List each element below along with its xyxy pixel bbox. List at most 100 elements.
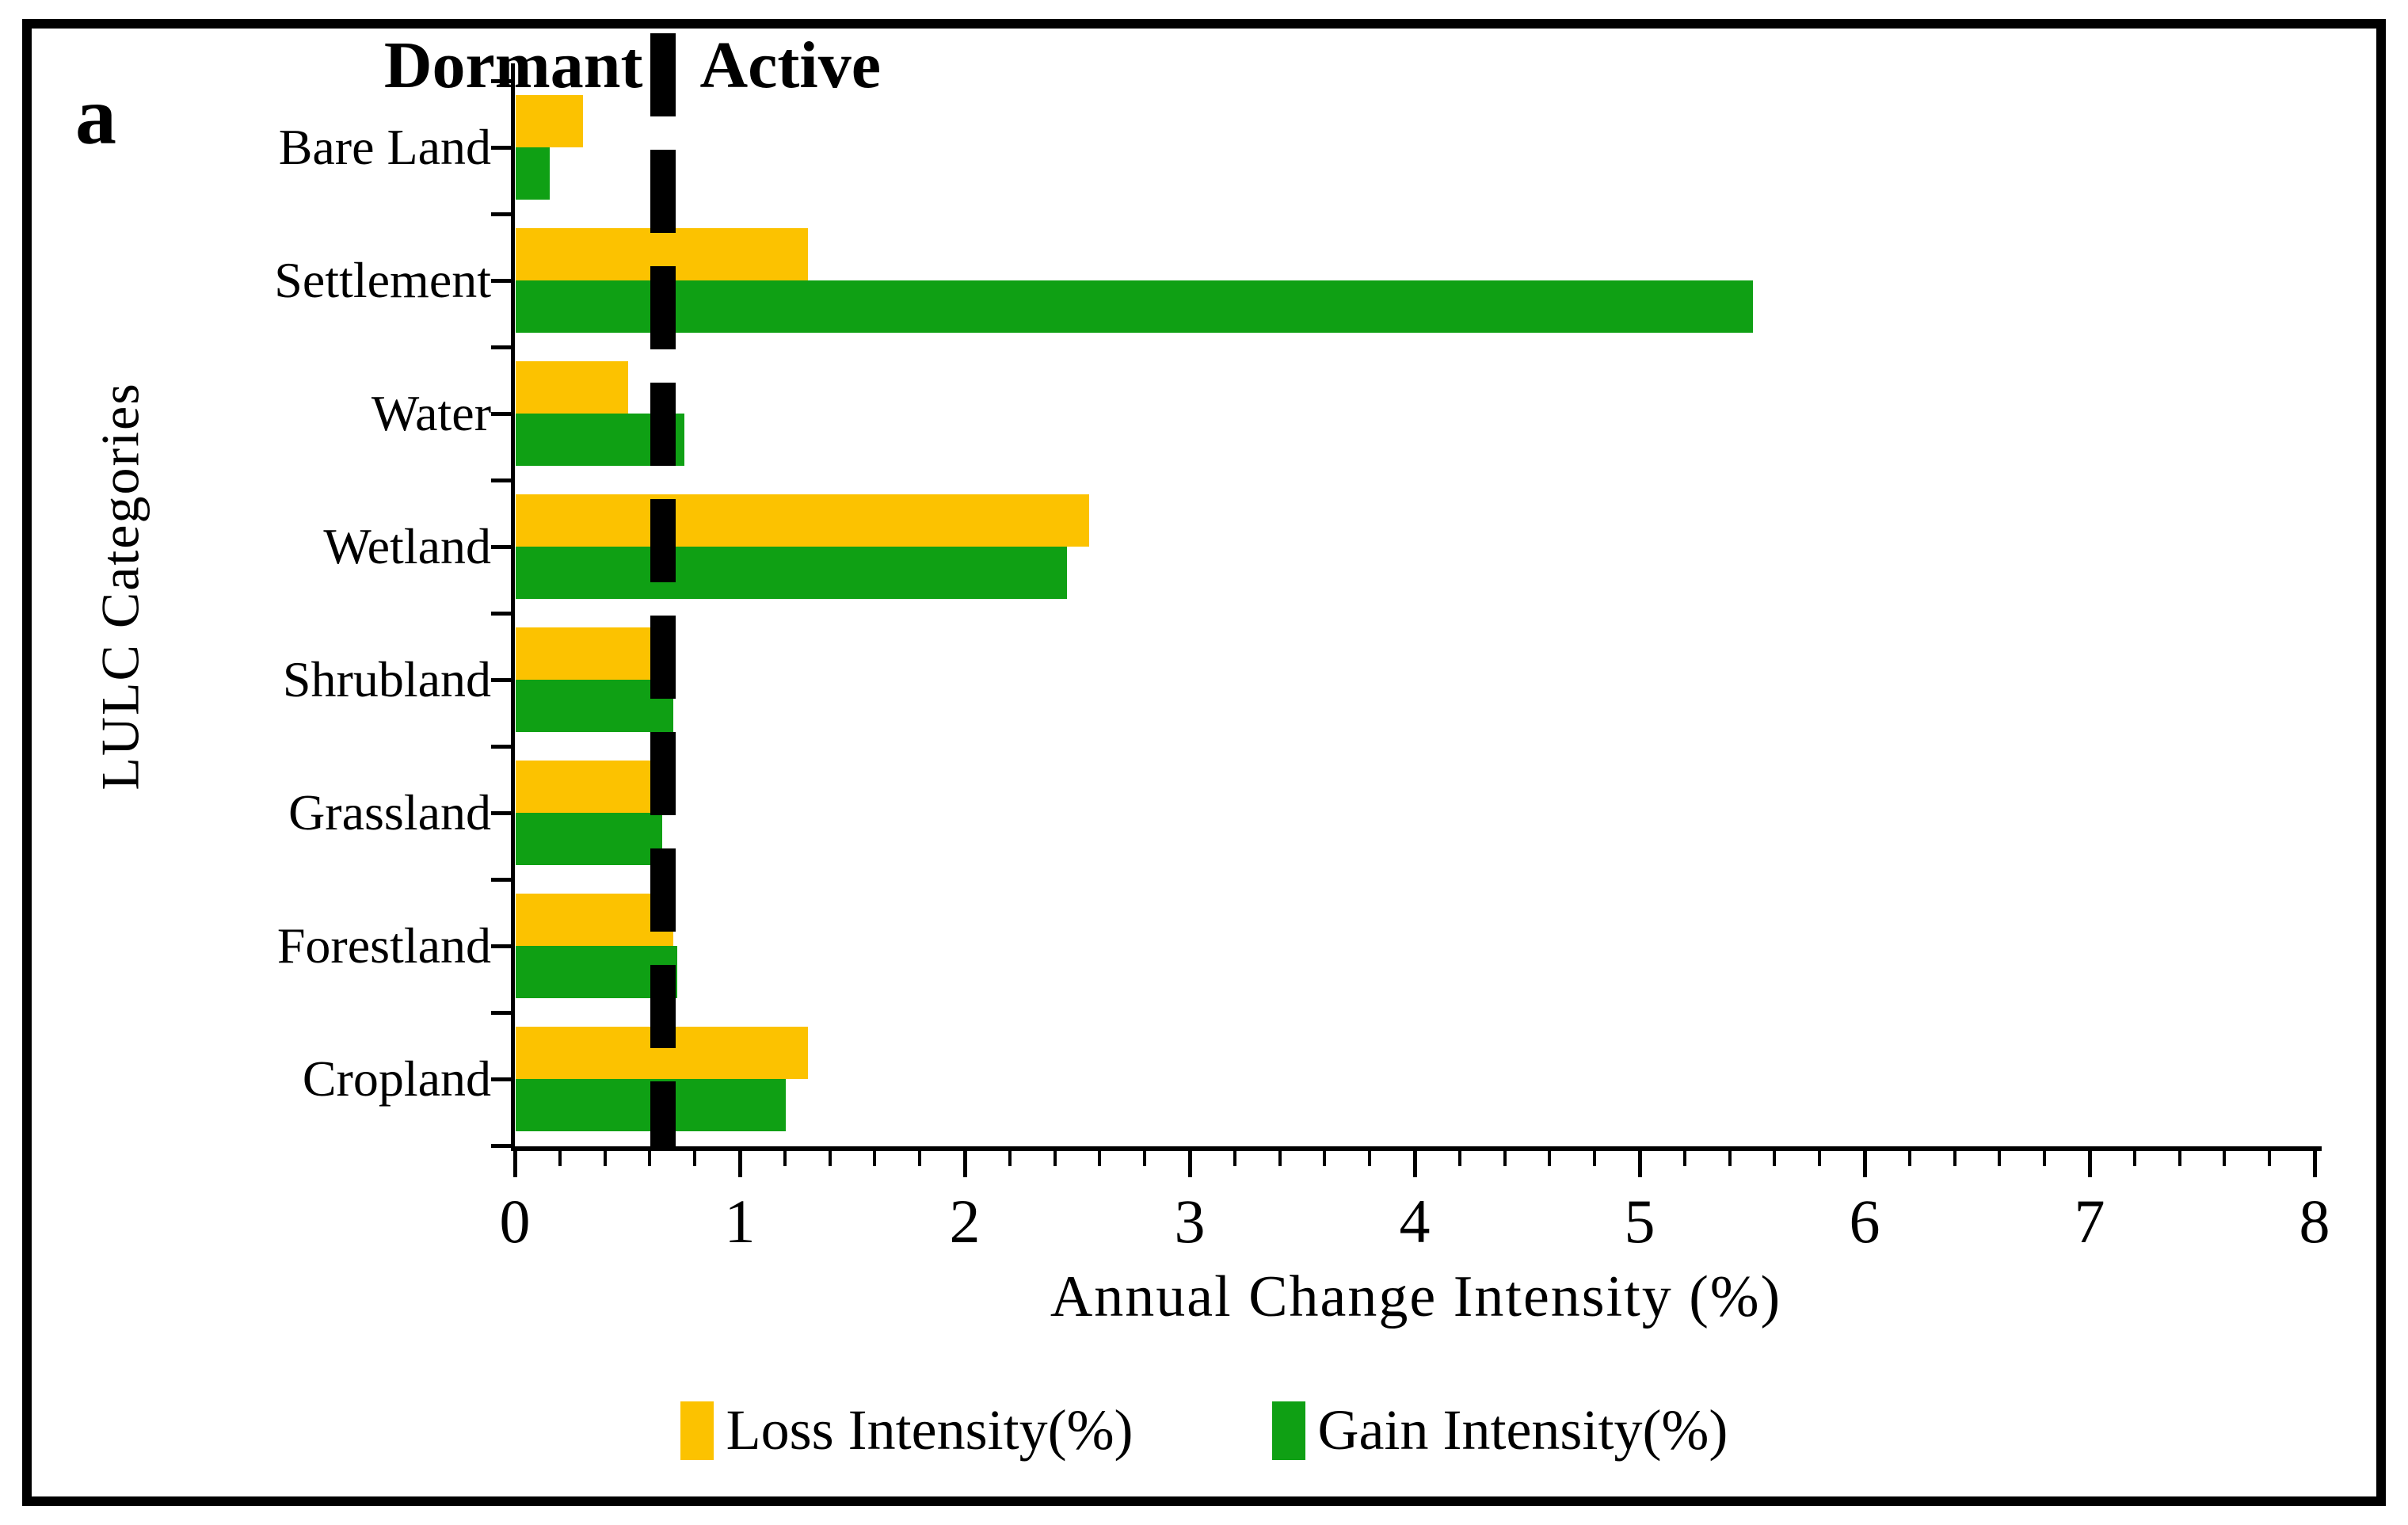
x-axis-minor-tick bbox=[1773, 1149, 1777, 1166]
x-axis-minor-tick bbox=[828, 1149, 832, 1166]
y-axis-tick bbox=[491, 412, 512, 416]
bar-gain-settlement bbox=[516, 280, 1753, 333]
x-axis-minor-tick bbox=[2132, 1149, 2136, 1166]
category-label-shrubland: Shrubland bbox=[282, 651, 491, 707]
x-axis-tick-label: 7 bbox=[2074, 1187, 2105, 1256]
x-axis-minor-tick bbox=[2177, 1149, 2181, 1166]
x-axis-minor-tick bbox=[1728, 1149, 1732, 1166]
x-axis-minor-tick bbox=[603, 1149, 607, 1166]
x-axis-tick-label: 4 bbox=[1399, 1187, 1431, 1256]
x-axis-tick-label: 8 bbox=[2299, 1187, 2330, 1256]
category-label-grassland: Grassland bbox=[288, 784, 491, 841]
x-axis-minor-tick bbox=[2043, 1149, 2047, 1166]
x-axis-minor-tick bbox=[1323, 1149, 1327, 1166]
x-axis-minor-tick bbox=[648, 1149, 652, 1166]
bar-gain-bare-land bbox=[516, 147, 550, 200]
legend-item-gain: Gain Intensity(%) bbox=[1271, 1397, 1728, 1463]
x-axis-major-tick bbox=[1413, 1149, 1417, 1177]
y-axis-tick bbox=[491, 79, 512, 83]
x-axis-minor-tick bbox=[1008, 1149, 1012, 1166]
x-axis-tick-label: 5 bbox=[1624, 1187, 1656, 1256]
legend-item-loss: Loss Intensity(%) bbox=[680, 1397, 1134, 1463]
x-axis-major-tick bbox=[963, 1149, 967, 1177]
x-axis-minor-tick bbox=[1143, 1149, 1147, 1166]
panel-label: a bbox=[75, 71, 116, 162]
x-axis-major-tick bbox=[2313, 1149, 2317, 1177]
x-axis-minor-tick bbox=[1907, 1149, 1911, 1166]
y-axis-tick bbox=[491, 811, 512, 815]
y-axis-tick bbox=[491, 1011, 512, 1015]
bar-loss-forestland bbox=[516, 894, 673, 946]
bar-gain-forestland bbox=[516, 946, 678, 998]
x-axis-tick-label: 1 bbox=[724, 1187, 756, 1256]
bar-gain-shrubland bbox=[516, 680, 673, 732]
bar-loss-water bbox=[516, 361, 628, 414]
category-label-wetland: Wetland bbox=[323, 518, 491, 574]
gain-intensity-swatch bbox=[1271, 1401, 1305, 1460]
x-axis-minor-tick bbox=[1818, 1149, 1822, 1166]
bar-gain-cropland bbox=[516, 1079, 786, 1131]
bar-loss-shrubland bbox=[516, 627, 651, 680]
y-axis-tick bbox=[491, 745, 512, 749]
dormant-zone-label: Dormant bbox=[383, 29, 643, 102]
y-axis-tick bbox=[491, 944, 512, 948]
y-axis-tick bbox=[491, 678, 512, 682]
x-axis-minor-tick bbox=[1953, 1149, 1956, 1166]
bar-loss-grassland bbox=[516, 761, 651, 813]
y-axis-tick bbox=[491, 478, 512, 482]
x-axis-tick-label: 2 bbox=[949, 1187, 981, 1256]
category-label-forestland: Forestland bbox=[276, 917, 491, 974]
x-axis-major-tick bbox=[2088, 1149, 2092, 1177]
bar-loss-bare-land bbox=[516, 95, 584, 147]
active-zone-label: Active bbox=[699, 29, 881, 102]
category-label-water: Water bbox=[371, 385, 491, 441]
x-axis-major-tick bbox=[738, 1149, 742, 1177]
y-axis-tick bbox=[491, 1077, 512, 1081]
x-axis-minor-tick bbox=[1998, 1149, 2002, 1166]
y-axis-tick bbox=[491, 878, 512, 882]
x-axis-minor-tick bbox=[2268, 1149, 2272, 1166]
x-axis-tick-label: 0 bbox=[499, 1187, 531, 1256]
legend-label-loss: Loss Intensity(%) bbox=[726, 1398, 1134, 1462]
y-axis-tick bbox=[491, 612, 512, 616]
bar-gain-grassland bbox=[516, 813, 662, 865]
y-axis-line bbox=[511, 63, 515, 1149]
x-axis-tick-label: 6 bbox=[1849, 1187, 1880, 1256]
dormant-active-threshold-line bbox=[650, 33, 676, 1149]
y-axis-tick bbox=[491, 212, 512, 216]
category-label-cropland: Cropland bbox=[302, 1050, 491, 1107]
x-axis-tick-label: 3 bbox=[1174, 1187, 1206, 1256]
x-axis-major-tick bbox=[1188, 1149, 1192, 1177]
legend-label-gain: Gain Intensity(%) bbox=[1317, 1398, 1728, 1462]
category-label-settlement: Settlement bbox=[274, 252, 491, 308]
x-axis-minor-tick bbox=[1233, 1149, 1236, 1166]
category-label-bare-land: Bare Land bbox=[278, 119, 491, 175]
x-axis-minor-tick bbox=[1098, 1149, 1102, 1166]
bar-loss-wetland bbox=[516, 494, 1090, 547]
bar-gain-wetland bbox=[516, 547, 1067, 599]
x-axis-minor-tick bbox=[1548, 1149, 1552, 1166]
y-axis-tick bbox=[491, 279, 512, 283]
x-axis-minor-tick bbox=[1368, 1149, 1372, 1166]
x-axis-minor-tick bbox=[1053, 1149, 1057, 1166]
x-axis-minor-tick bbox=[1593, 1149, 1597, 1166]
y-axis-tick bbox=[491, 345, 512, 349]
x-axis-minor-tick bbox=[2223, 1149, 2227, 1166]
x-axis-minor-tick bbox=[558, 1149, 562, 1166]
y-axis-tick bbox=[491, 545, 512, 549]
x-axis-major-tick bbox=[1638, 1149, 1642, 1177]
x-axis-minor-tick bbox=[783, 1149, 787, 1166]
x-axis-minor-tick bbox=[1682, 1149, 1686, 1166]
x-axis-major-tick bbox=[513, 1149, 517, 1177]
y-axis-tick bbox=[491, 146, 512, 150]
x-axis-minor-tick bbox=[1457, 1149, 1461, 1166]
legend: Loss Intensity(%) Gain Intensity(%) bbox=[0, 1393, 2408, 1468]
x-axis-title: Annual Change Intensity (%) bbox=[1050, 1264, 1782, 1329]
x-axis-minor-tick bbox=[918, 1149, 922, 1166]
x-axis-major-tick bbox=[1863, 1149, 1867, 1177]
x-axis-minor-tick bbox=[693, 1149, 697, 1166]
x-axis-minor-tick bbox=[1503, 1149, 1507, 1166]
y-axis-tick bbox=[491, 1144, 512, 1148]
x-axis-minor-tick bbox=[1278, 1149, 1282, 1166]
x-axis-minor-tick bbox=[873, 1149, 877, 1166]
